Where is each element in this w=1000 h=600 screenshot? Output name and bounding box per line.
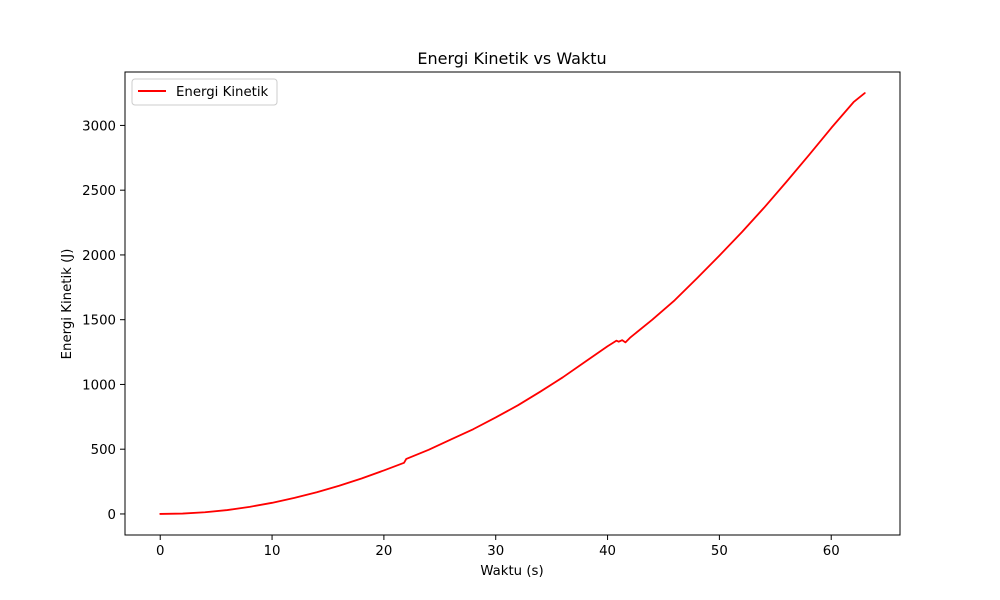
y-tick-label: 1500 bbox=[82, 314, 116, 329]
x-axis-label: Waktu (s) bbox=[480, 564, 543, 579]
x-tick-label: 0 bbox=[156, 544, 164, 559]
plot-frame bbox=[124, 71, 901, 536]
x-tick-label: 10 bbox=[264, 544, 281, 559]
legend: Energi Kinetik bbox=[131, 78, 278, 106]
x-tick-label: 40 bbox=[599, 544, 616, 559]
y-tick-label: 3000 bbox=[82, 119, 116, 134]
plot-area bbox=[159, 92, 866, 515]
y-axis: 0 500 1000 1500 2000 2500 3000 bbox=[82, 119, 125, 523]
x-tick-label: 30 bbox=[487, 544, 504, 559]
chart-title: Energi Kinetik vs Waktu bbox=[417, 49, 606, 68]
legend-label: Energi Kinetik bbox=[176, 85, 269, 100]
x-tick-label: 20 bbox=[375, 544, 392, 559]
x-axis: 0 10 20 30 40 50 60 bbox=[156, 535, 840, 559]
y-tick-label: 2500 bbox=[82, 184, 116, 199]
x-tick-label: 50 bbox=[711, 544, 728, 559]
x-tick-label: 60 bbox=[823, 544, 840, 559]
y-tick-label: 500 bbox=[91, 443, 116, 458]
y-axis-label: Energi Kinetik (J) bbox=[60, 249, 75, 360]
y-tick-label: 2000 bbox=[82, 249, 116, 264]
legend-box bbox=[131, 78, 278, 106]
y-tick-label: 0 bbox=[108, 508, 116, 523]
series-line-energi-kinetik bbox=[159, 92, 866, 515]
y-tick-label: 1000 bbox=[82, 378, 116, 393]
